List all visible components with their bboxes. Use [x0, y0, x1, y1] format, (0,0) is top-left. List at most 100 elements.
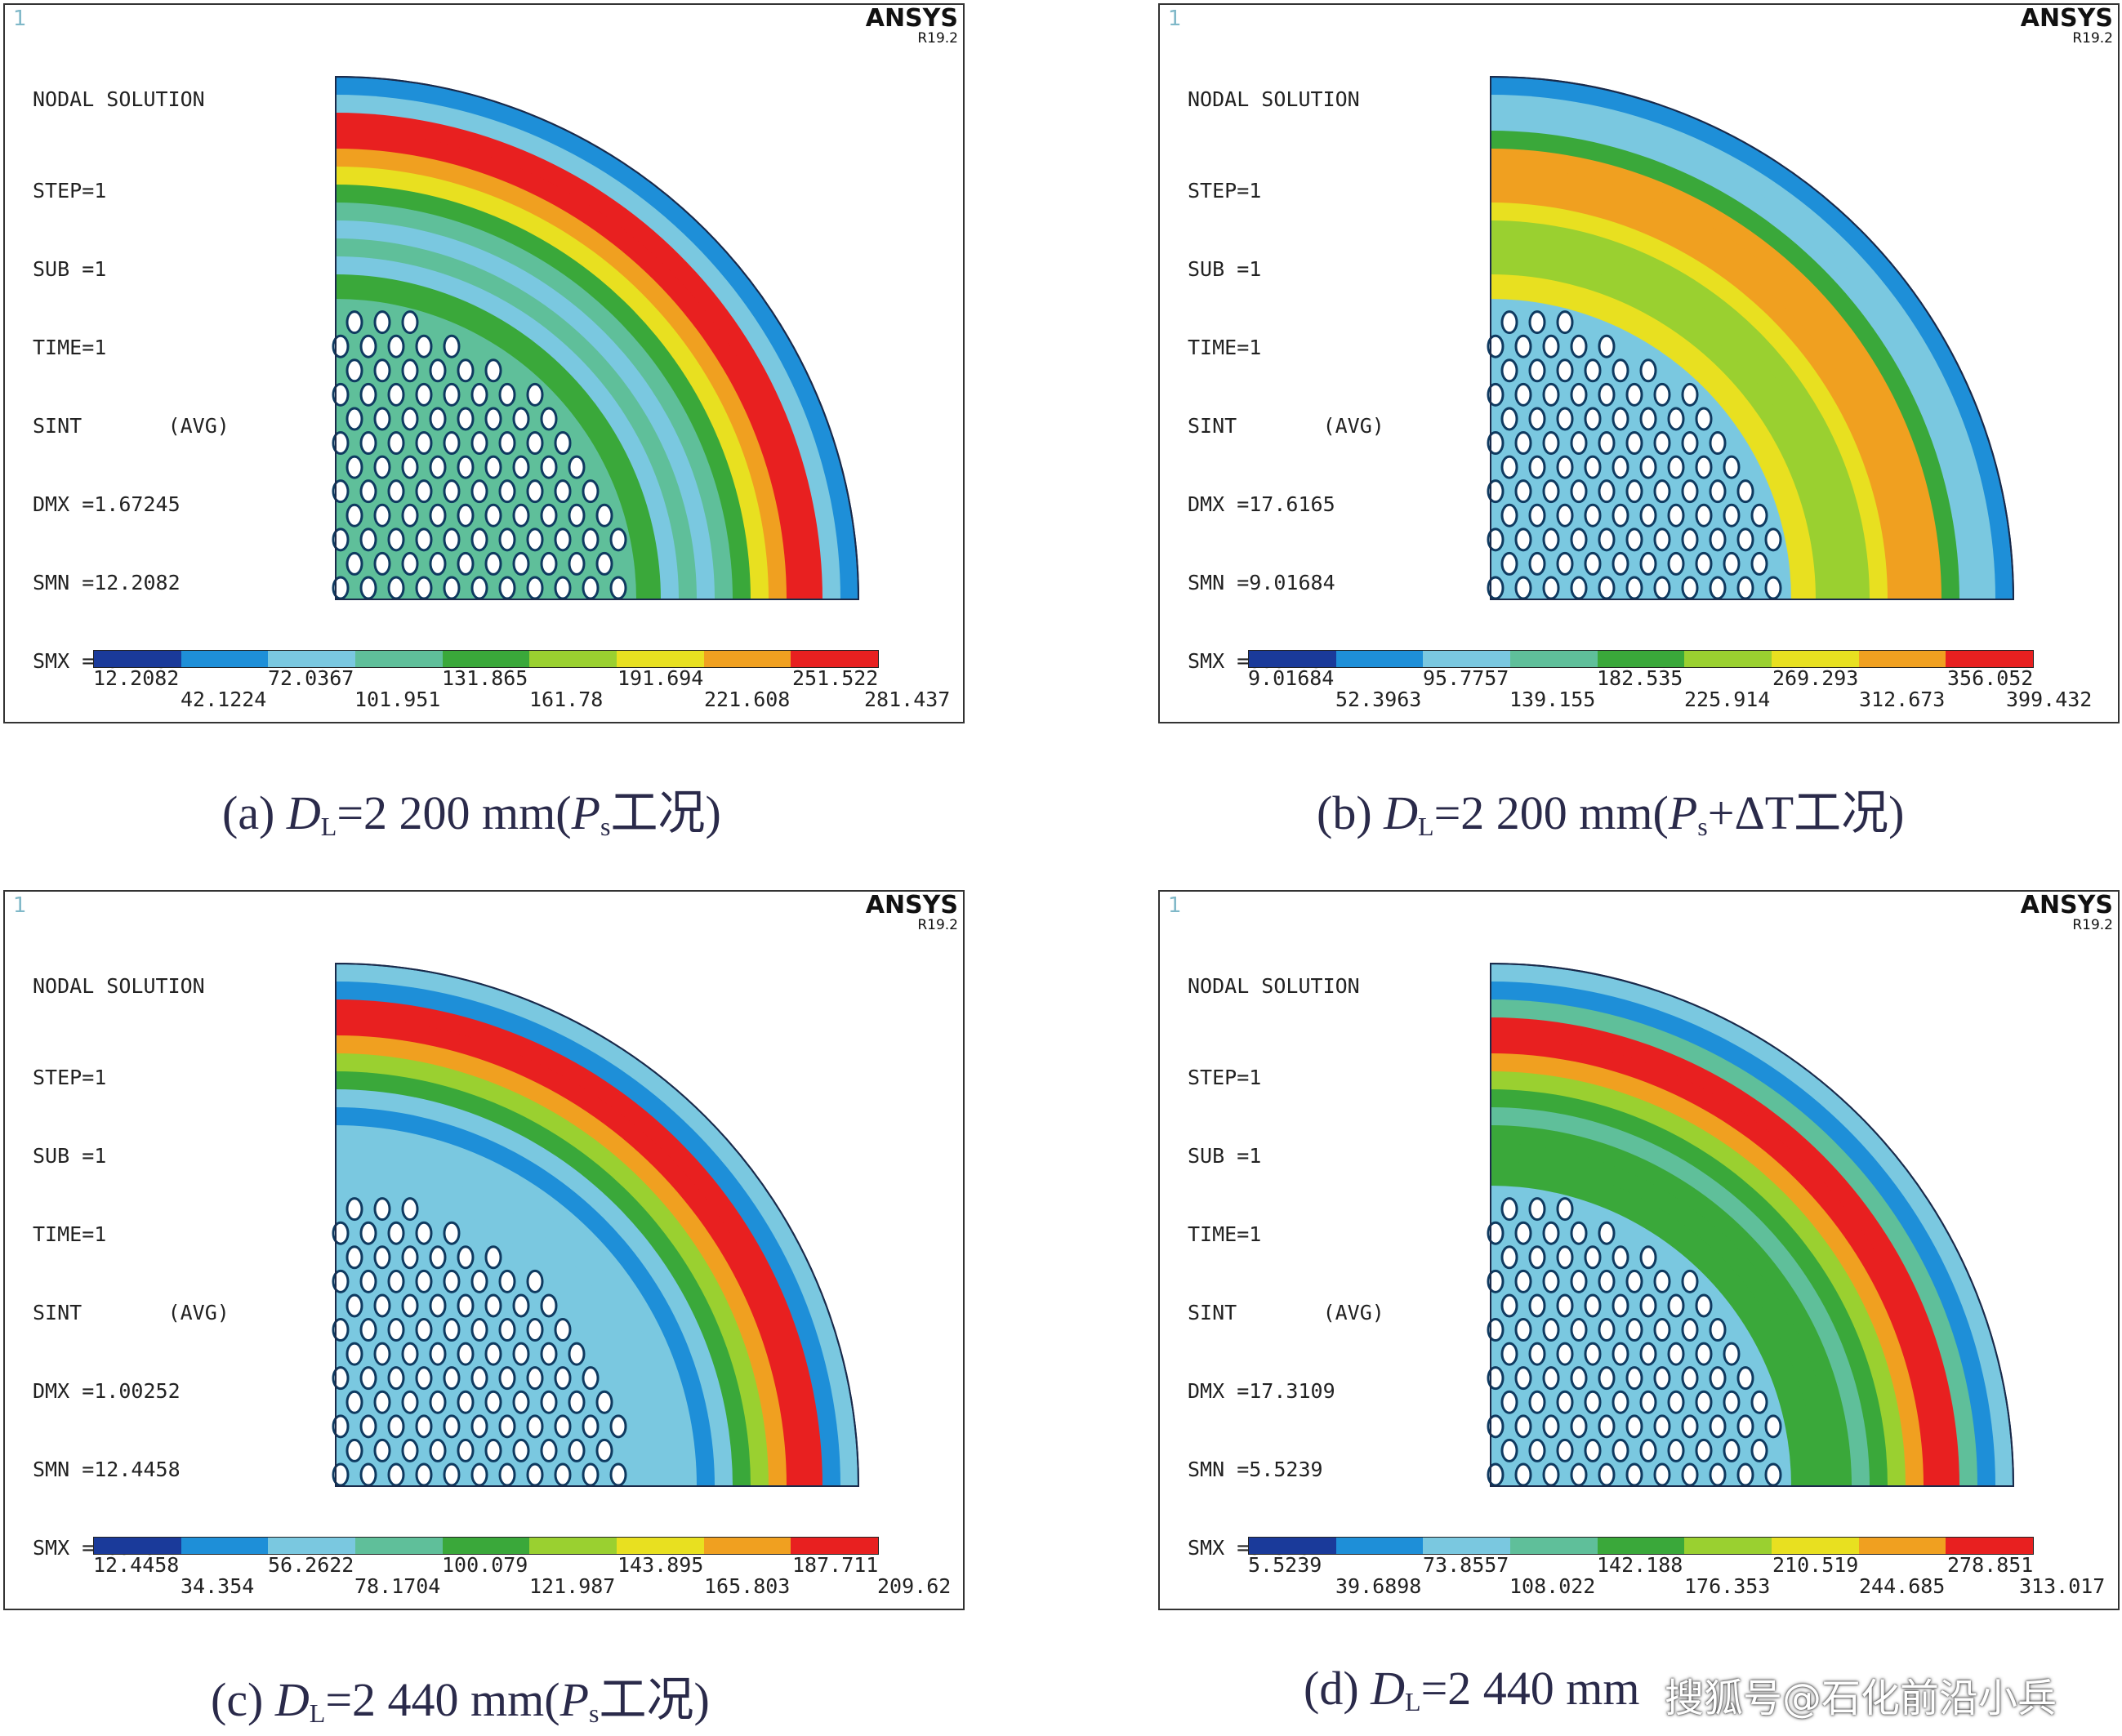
tube-hole: [1584, 1293, 1602, 1318]
tube-hole: [429, 551, 447, 576]
tube-hole: [457, 551, 475, 576]
tube-hole: [1556, 310, 1574, 335]
tube-hole: [1528, 1438, 1546, 1462]
caption-symbol: D: [274, 1673, 310, 1726]
tube-hole: [470, 1269, 488, 1293]
info-smn: SMN =12.4458: [33, 1458, 181, 1481]
tube-hole: [498, 1414, 516, 1439]
legend-label: 142.188: [1597, 1553, 1683, 1577]
tube-hole: [373, 503, 391, 527]
tube-hole: [1556, 1438, 1574, 1462]
tube-hole: [443, 479, 461, 504]
tube-hole: [540, 1293, 558, 1318]
tube-hole: [554, 1366, 572, 1391]
tube-hole: [345, 503, 363, 527]
tube-hole: [415, 1414, 433, 1439]
tube-hole: [1570, 1269, 1588, 1293]
legend-swatch: [1249, 1538, 1336, 1554]
tube-hole: [1709, 1318, 1727, 1342]
tube-hole: [1514, 1414, 1532, 1439]
tube-hole: [1528, 1390, 1546, 1414]
tube-hole: [470, 1462, 488, 1487]
tube-hole: [1625, 1366, 1643, 1391]
tube-hole: [1736, 576, 1754, 600]
tube-hole: [1667, 407, 1685, 431]
legend-label: 34.354: [181, 1574, 255, 1598]
tube-hole: [443, 1462, 461, 1487]
tube-hole: [1681, 479, 1699, 504]
tube-hole: [345, 1342, 363, 1366]
legend-label: 278.851: [1947, 1553, 2034, 1577]
tube-hole: [1639, 407, 1657, 431]
tube-hole: [401, 1293, 419, 1318]
tube-hole: [1625, 1318, 1643, 1342]
tube-hole: [401, 503, 419, 527]
legend-swatch: [94, 651, 181, 667]
tube-hole: [443, 431, 461, 456]
tube-hole: [401, 310, 419, 335]
tube-hole: [457, 503, 475, 527]
tube-hole: [1514, 1318, 1532, 1342]
caption-subscript: L: [1418, 812, 1434, 841]
tube-hole: [1612, 503, 1629, 527]
tube-hole: [1528, 1245, 1546, 1270]
color-legend-bar: [1248, 1537, 2034, 1555]
tube-hole: [332, 431, 350, 456]
caption-suffix: +ΔT工况): [1707, 786, 1905, 839]
tube-hole: [1736, 479, 1754, 504]
tube-hole: [540, 455, 558, 479]
tube-hole: [1625, 431, 1643, 456]
legend-swatch: [1597, 1538, 1685, 1554]
tube-hole: [457, 407, 475, 431]
info-sub: SUB =1: [33, 1144, 107, 1168]
tube-hole: [609, 1462, 627, 1487]
legend-label: 121.987: [529, 1574, 616, 1598]
legend-label: 210.519: [1772, 1553, 1859, 1577]
legend-label: 100.079: [442, 1553, 528, 1577]
tube-hole: [1542, 1221, 1560, 1245]
tube-hole: [1639, 1293, 1657, 1318]
tube-hole: [387, 1269, 405, 1293]
model-outline: [1490, 962, 2015, 1487]
tube-hole: [1598, 1462, 1616, 1487]
tube-hole: [540, 1342, 558, 1366]
solution-title: NODAL SOLUTION: [1188, 87, 1360, 111]
tube-hole: [1598, 576, 1616, 600]
tube-hole: [1653, 1366, 1671, 1391]
caption-subscript: s: [1697, 812, 1708, 841]
tube-hole: [443, 334, 461, 358]
tube-hole: [345, 1197, 363, 1222]
tube-hole: [373, 1390, 391, 1414]
legend-label: 209.62: [877, 1574, 952, 1598]
tube-hole: [1750, 1390, 1768, 1414]
tube-hole: [1570, 382, 1588, 407]
legend-label: 187.711: [792, 1553, 879, 1577]
tube-hole: [345, 1245, 363, 1270]
contour-plot: [1487, 75, 2015, 600]
tube-hole: [1487, 479, 1505, 504]
caption-prefix: (d): [1304, 1662, 1371, 1715]
tube-hole: [1570, 334, 1588, 358]
tube-hole: [1612, 358, 1629, 383]
tube-hole: [401, 407, 419, 431]
tube-hole: [1514, 479, 1532, 504]
tube-hole: [1723, 551, 1741, 576]
tube-hole: [1639, 455, 1657, 479]
tube-hole: [332, 479, 350, 504]
tube-hole: [470, 1318, 488, 1342]
tube-hole: [1500, 1197, 1518, 1222]
tube-hole: [429, 1245, 447, 1270]
tube-hole: [1570, 1462, 1588, 1487]
tube-hole: [1736, 1366, 1754, 1391]
tube-hole: [1542, 1366, 1560, 1391]
tube-hole: [387, 576, 405, 600]
tube-hole: [1487, 1269, 1505, 1293]
tube-hole: [1612, 551, 1629, 576]
tube-hole: [484, 455, 502, 479]
tube-hole: [540, 407, 558, 431]
tube-hole: [1487, 1221, 1505, 1245]
legend-swatch: [442, 651, 530, 667]
tube-hole: [1598, 334, 1616, 358]
tube-hole: [1500, 358, 1518, 383]
caption-prefix: (c): [211, 1673, 275, 1726]
